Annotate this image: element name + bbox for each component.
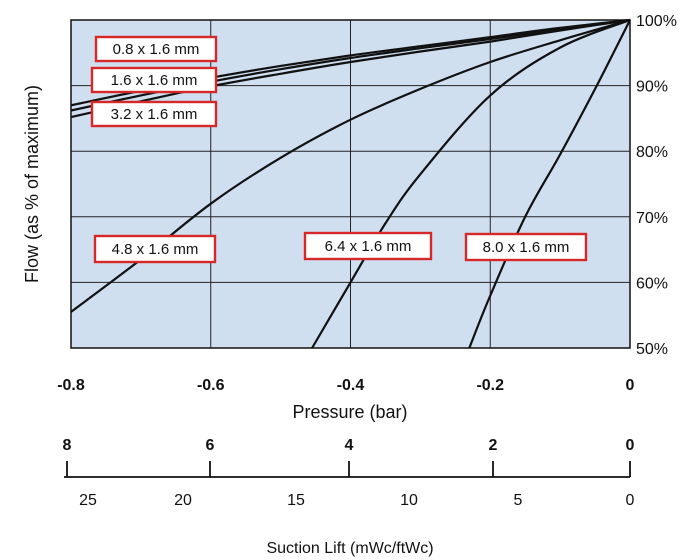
series-line: [311, 18, 631, 349]
y-tick-label: 100%: [636, 13, 677, 30]
series-line: [468, 19, 631, 349]
y-axis-title: Flow (as % of maximum): [22, 85, 42, 283]
y-tick-labels: 50% 60% 70% 80% 90% 100%: [636, 13, 677, 358]
series-labels: 0.8 x 1.6 mm 1.6 x 1.6 mm 3.2 x 1.6 mm 4.8 …: [90, 35, 588, 264]
x-tick-label: -0.8: [57, 377, 85, 394]
series-label: 8.0 x 1.6 mm: [483, 239, 570, 256]
ftwc-tick-label: 5: [514, 492, 523, 509]
x-axis-title: Pressure (bar): [292, 402, 407, 422]
mwc-tick-label: 0: [626, 437, 635, 454]
y-tick-label: 60%: [636, 275, 668, 292]
series-label-box: [90, 66, 218, 94]
series-label-box: [93, 234, 217, 264]
x-tick-label: 0: [626, 377, 635, 394]
ftwc-tick-label: 20: [174, 492, 192, 509]
ftwc-scale: 25 20 15 10 5 0: [79, 492, 634, 509]
mwc-tick-label: 6: [206, 437, 215, 454]
series-label: 1.6 x 1.6 mm: [111, 72, 198, 89]
series-line: [70, 18, 631, 119]
series-label-box: [303, 231, 433, 261]
y-tick-label: 70%: [636, 210, 668, 227]
series-label: 6.4 x 1.6 mm: [325, 238, 412, 255]
series-label-box: [90, 100, 218, 128]
series-label-box: [464, 232, 588, 262]
series-label: 0.8 x 1.6 mm: [113, 41, 200, 58]
series-label: 3.2 x 1.6 mm: [111, 106, 198, 123]
mwc-tick-label: 2: [489, 437, 498, 454]
mwc-tick-label: 8: [63, 437, 72, 454]
ftwc-tick-label: 15: [287, 492, 305, 509]
x-tick-label: -0.6: [197, 377, 225, 394]
suction-lift-title: Suction Lift (mWc/ftWc): [266, 540, 433, 557]
y-tick-label: 80%: [636, 144, 668, 161]
x-tick-label: -0.2: [476, 377, 504, 394]
y-tick-label: 50%: [636, 341, 668, 358]
x-tick-labels: -0.8 -0.6 -0.4 -0.2 0: [57, 377, 634, 394]
series-label: 4.8 x 1.6 mm: [112, 241, 199, 258]
mwc-tick-label: 4: [345, 437, 354, 454]
ftwc-tick-label: 25: [79, 492, 97, 509]
ftwc-tick-label: 10: [400, 492, 418, 509]
y-tick-label: 90%: [636, 79, 668, 96]
series-label-box: [94, 35, 218, 63]
x-tick-label: -0.4: [337, 377, 365, 394]
mwc-scale: 8 6 4 2 0: [63, 437, 635, 478]
ftwc-tick-label: 0: [626, 492, 635, 509]
